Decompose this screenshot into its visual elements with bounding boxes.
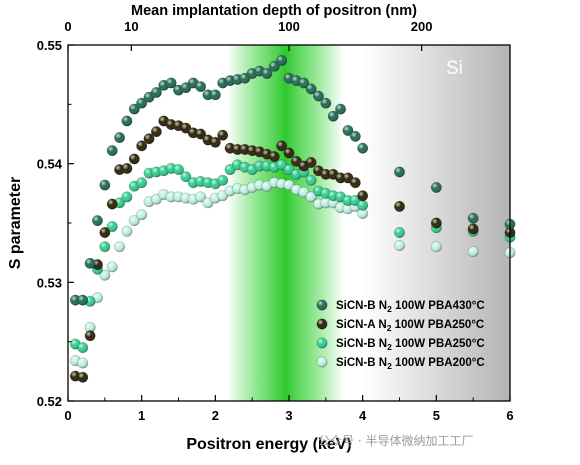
y-tick-label: 0.54 [37, 157, 63, 172]
data-point [283, 147, 295, 159]
data-point [305, 174, 317, 186]
data-point [121, 115, 133, 127]
x-tick-label: 2 [212, 408, 219, 423]
legend: SiCN-B N2 100W PBA430°C SiCN-A N2 100W PB… [316, 299, 485, 371]
data-point [106, 198, 118, 210]
data-point [217, 129, 229, 141]
y-tick-label: 0.55 [37, 38, 62, 53]
legend-label: SiCN-B N2 100W PBA250°C [336, 338, 485, 352]
data-point [77, 294, 89, 306]
x2-tick-label: 200 [411, 19, 433, 34]
data-point [393, 226, 405, 238]
data-point [276, 54, 288, 66]
data-point [121, 191, 133, 203]
data-point [393, 200, 405, 212]
x-axis-title: Positron energy (keV) [186, 436, 351, 453]
data-point [467, 245, 479, 257]
watermark: 公众号 · 半导体微纳加工工厂 [318, 434, 473, 448]
data-point [467, 223, 479, 235]
data-point [106, 145, 118, 157]
data-point [393, 166, 405, 178]
data-point [268, 151, 280, 163]
data-point [430, 181, 442, 193]
data-point [99, 241, 111, 253]
data-point [114, 132, 126, 144]
x2-tick-label: 0 [64, 19, 71, 34]
data-point [217, 174, 229, 186]
data-point [77, 342, 89, 354]
data-point [305, 156, 317, 168]
data-point [357, 142, 369, 154]
data-point [349, 177, 361, 189]
data-point [195, 81, 207, 93]
data-point [349, 130, 361, 142]
data-point [114, 241, 126, 253]
data-point [467, 212, 479, 224]
x-tick-label: 0 [64, 408, 71, 423]
x-tick-label: 6 [506, 408, 513, 423]
data-point [99, 226, 111, 238]
x2-tick-label: 100 [278, 19, 300, 34]
data-point [106, 261, 118, 273]
data-point [320, 97, 332, 109]
data-point [209, 89, 221, 101]
y-tick-label: 0.52 [37, 394, 62, 409]
data-point [393, 240, 405, 252]
y-tick-label: 0.53 [37, 275, 62, 290]
data-point [335, 103, 347, 115]
data-point [430, 217, 442, 229]
x-tick-label: 3 [285, 408, 292, 423]
data-point [77, 357, 89, 369]
data-point [99, 179, 111, 191]
data-point [121, 162, 133, 174]
data-point [150, 126, 162, 138]
y-axis-title: S parameter [7, 177, 24, 270]
x2-tick-label: 10 [124, 19, 138, 34]
si-region-label: Si [446, 58, 463, 79]
legend-label: SiCN-B N2 100W PBA200°C [336, 357, 485, 371]
data-point [121, 225, 133, 237]
legend-label: SiCN-B N2 100W PBA430°C [336, 300, 485, 314]
data-point [91, 215, 103, 227]
data-point [77, 371, 89, 383]
data-point [357, 199, 369, 211]
x-tick-label: 5 [433, 408, 440, 423]
data-point [430, 241, 442, 253]
legend-label: SiCN-A N2 100W PBA250°C [336, 319, 484, 333]
data-point [84, 330, 96, 342]
data-point [84, 257, 96, 269]
data-point [128, 153, 140, 165]
x-tick-label: 1 [138, 408, 145, 423]
x-tick-label: 4 [359, 408, 367, 423]
data-point [136, 177, 148, 189]
top-axis-title: Mean implantation depth of positron (nm) [131, 3, 417, 19]
data-point [357, 190, 369, 202]
data-point [136, 209, 148, 221]
